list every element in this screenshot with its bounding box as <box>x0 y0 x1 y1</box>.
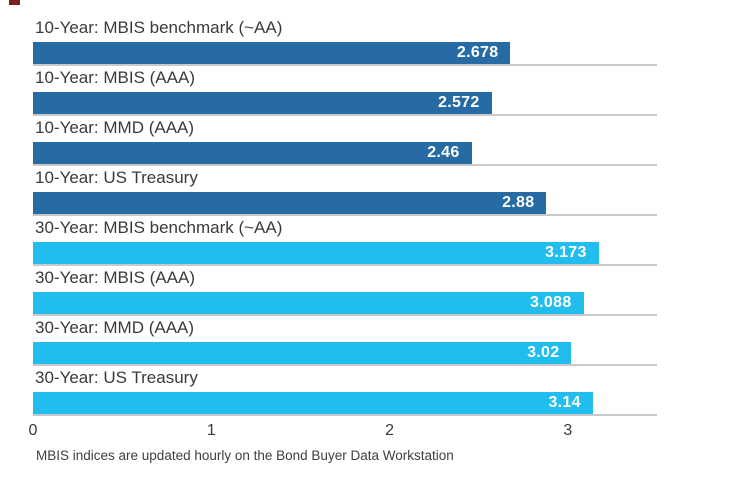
bar-row: 10-Year: US Treasury 2.88 <box>33 166 657 216</box>
bar-track: 3.088 <box>33 292 657 316</box>
bar: 3.088 <box>33 292 584 314</box>
bar-row: 30-Year: MMD (AAA) 3.02 <box>33 316 657 366</box>
x-axis-tick-label: 2 <box>385 422 395 439</box>
bar-value-label: 2.46 <box>427 144 460 161</box>
bar-row: 10-Year: MMD (AAA) 2.46 <box>33 116 657 166</box>
bar-track: 2.678 <box>33 42 657 66</box>
category-label: 30-Year: MBIS (AAA) <box>35 268 195 287</box>
category-label: 10-Year: MBIS benchmark (~AA) <box>35 18 283 37</box>
bar-value-label: 2.88 <box>502 194 535 211</box>
bar-track: 3.14 <box>33 392 657 416</box>
bar: 2.678 <box>33 42 511 64</box>
bar: 3.173 <box>33 242 599 264</box>
bar-track: 3.02 <box>33 342 657 366</box>
bar-row: 30-Year: US Treasury 3.14 <box>33 366 657 416</box>
bar-row: 10-Year: MBIS (AAA) 2.572 <box>33 66 657 116</box>
category-label: 10-Year: MBIS (AAA) <box>35 68 195 87</box>
bar: 2.572 <box>33 92 492 114</box>
bar: 3.02 <box>33 342 572 364</box>
x-axis: 0 1 2 3 <box>29 420 657 448</box>
bar-track: 3.173 <box>33 242 657 266</box>
bar-rows: 10-Year: MBIS benchmark (~AA) 2.678 10-Y… <box>33 16 657 416</box>
x-axis-tick-label: 3 <box>563 422 573 439</box>
bar-track: 2.572 <box>33 92 657 116</box>
bar-row: 10-Year: MBIS benchmark (~AA) 2.678 <box>33 16 657 66</box>
plot-area: 10-Year: MBIS benchmark (~AA) 2.678 10-Y… <box>29 16 657 448</box>
category-label: 30-Year: MMD (AAA) <box>35 318 195 337</box>
bar: 3.14 <box>33 392 593 414</box>
category-label: 10-Year: US Treasury <box>35 168 198 187</box>
category-label: 10-Year: MMD (AAA) <box>35 118 195 137</box>
bar-row: 30-Year: MBIS (AAA) 3.088 <box>33 266 657 316</box>
category-label: 30-Year: MBIS benchmark (~AA) <box>35 218 283 237</box>
bar-value-label: 3.088 <box>529 294 572 311</box>
bar-row: 30-Year: MBIS benchmark (~AA) 3.173 <box>33 216 657 266</box>
bar: 2.46 <box>33 142 472 164</box>
footnote: MBIS indices are updated hourly on the B… <box>36 448 454 463</box>
bar-track: 2.46 <box>33 142 657 166</box>
bar: 2.88 <box>33 192 547 214</box>
bar-value-label: 2.572 <box>438 94 480 111</box>
category-label: 30-Year: US Treasury <box>35 368 198 387</box>
bar-track: 2.88 <box>33 192 657 216</box>
bar-value-label: 3.14 <box>548 394 581 411</box>
bar-value-label: 3.02 <box>527 344 560 361</box>
bar-value-label: 2.678 <box>456 44 499 61</box>
bar-value-label: 3.173 <box>545 244 587 261</box>
top-left-red-mark <box>9 0 20 5</box>
x-axis-tick-label: 0 <box>28 422 38 439</box>
x-axis-tick-label: 1 <box>206 422 216 439</box>
